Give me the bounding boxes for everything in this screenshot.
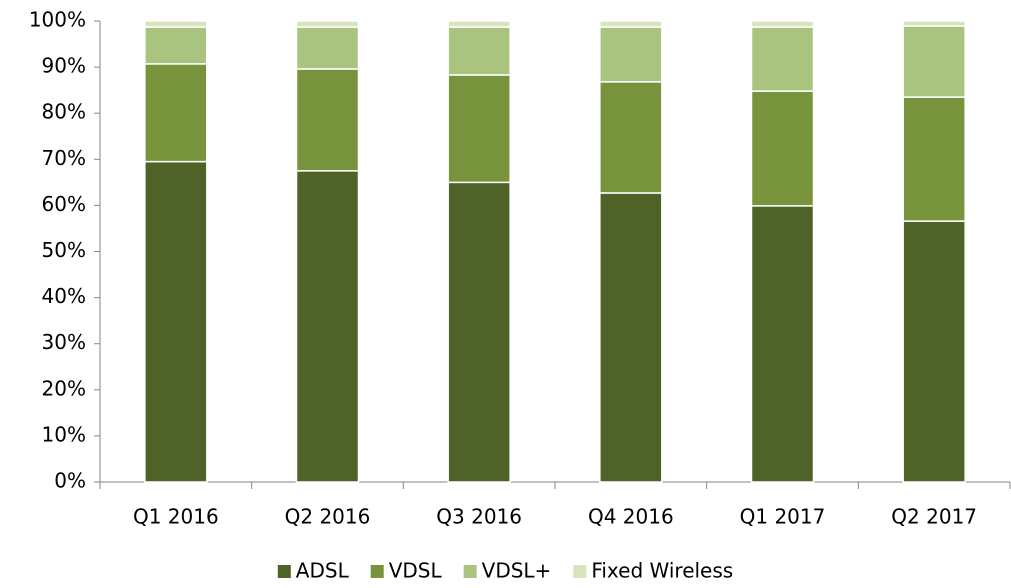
legend-swatch — [370, 565, 384, 578]
y-tick-label: 40% — [42, 284, 86, 308]
bar-segment — [599, 20, 663, 28]
bar-segment — [750, 20, 815, 28]
bar-segment — [295, 68, 360, 172]
legend-label: Fixed Wireless — [591, 559, 733, 583]
x-tick-label: Q4 2016 — [588, 505, 674, 529]
y-tick-label: 70% — [42, 146, 86, 170]
y-tick-label: 100% — [29, 8, 86, 32]
bar-segment — [447, 26, 511, 76]
legend-swatch — [463, 565, 477, 578]
x-tick-label: Q1 2016 — [133, 505, 219, 529]
y-tick-label: 30% — [42, 330, 86, 354]
y-tick-label: 0% — [54, 469, 86, 493]
bar-segment — [599, 81, 663, 194]
bar-segment — [144, 26, 208, 65]
x-tick-label: Q1 2017 — [740, 505, 826, 529]
bar-segment — [750, 90, 815, 207]
legend-swatch — [277, 565, 291, 578]
bar-segment — [295, 26, 360, 70]
y-tick-label: 50% — [42, 238, 86, 262]
legend-swatch — [573, 565, 587, 578]
y-tick-label: 10% — [42, 422, 86, 446]
bar-segment — [447, 181, 511, 483]
bar-segment — [902, 220, 966, 483]
x-tick-label: Q2 2017 — [891, 505, 977, 529]
legend-label: VDSL — [389, 559, 443, 583]
bar-segment — [902, 96, 966, 222]
bar-segment — [295, 20, 360, 28]
y-tick-label: 90% — [42, 54, 86, 78]
bar-segment — [750, 205, 815, 483]
bar-segment — [144, 20, 208, 28]
y-tick-label: 80% — [42, 100, 86, 124]
bar-segment — [902, 20, 966, 27]
y-tick-label: 60% — [42, 192, 86, 216]
bar-segment — [599, 192, 663, 483]
bar-segment — [447, 74, 511, 184]
bar-segment — [902, 25, 966, 98]
x-tick-label: Q3 2016 — [436, 505, 522, 529]
x-tick-label: Q2 2016 — [285, 505, 371, 529]
bar-segment — [750, 26, 815, 92]
bar-segment — [599, 26, 663, 83]
y-tick-label: 20% — [42, 376, 86, 400]
bar-segment — [144, 160, 208, 483]
bar-segment — [447, 20, 511, 28]
bar-segment — [144, 63, 208, 163]
legend-label: VDSL+ — [482, 559, 552, 583]
bar-segment — [295, 170, 360, 483]
legend-label: ADSL — [296, 559, 350, 583]
